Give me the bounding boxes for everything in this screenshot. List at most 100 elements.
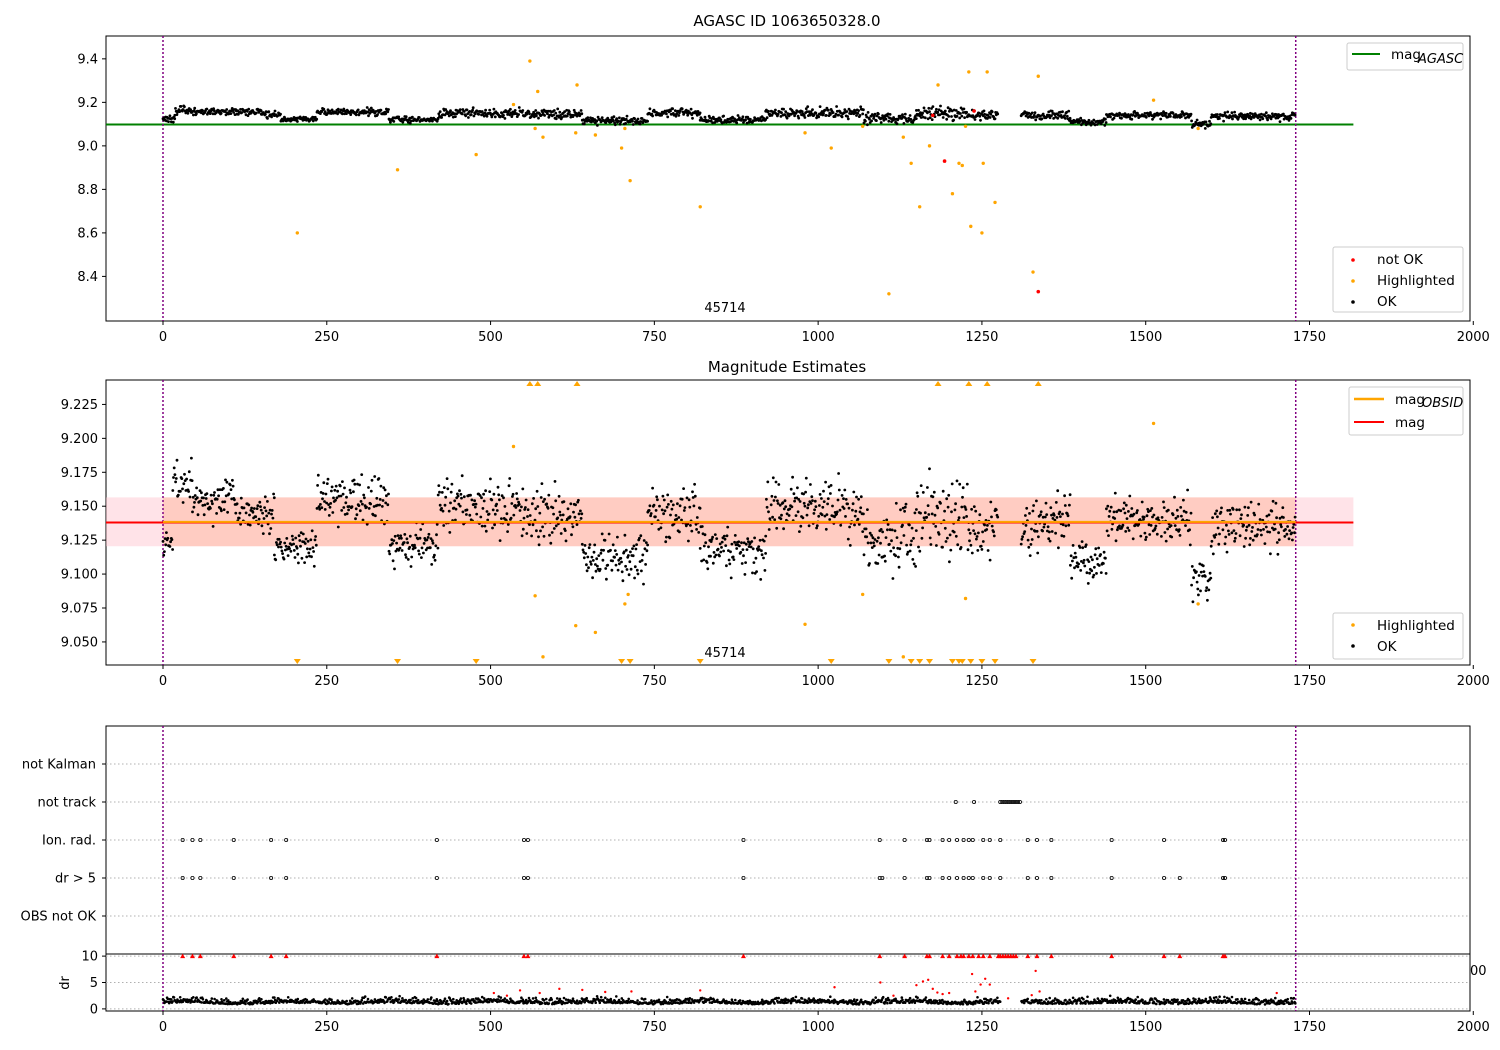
- ok-point: [536, 505, 540, 508]
- ok-point: [687, 539, 690, 543]
- ok-point: [553, 480, 557, 483]
- ok-point: [744, 542, 748, 546]
- ok-point: [1119, 509, 1123, 513]
- ok-point: [540, 482, 544, 485]
- ok-point: [809, 110, 813, 113]
- ok-point: [751, 547, 755, 551]
- ok-point: [635, 543, 638, 546]
- ok-point: [1104, 556, 1107, 560]
- ok-point: [894, 554, 897, 558]
- ok-point: [820, 513, 824, 517]
- ok-point: [517, 503, 521, 506]
- ok-point: [1124, 530, 1128, 533]
- ok-point: [824, 114, 828, 117]
- ok-point: [1291, 538, 1294, 542]
- ok-point: [462, 110, 466, 113]
- ok-point: [543, 114, 546, 117]
- highlighted-point: [969, 224, 973, 229]
- ok-point: [685, 496, 689, 500]
- ok-point: [1228, 508, 1232, 512]
- flag-point: [902, 876, 907, 881]
- ok-point: [676, 502, 679, 506]
- legend-label: OK: [1377, 294, 1398, 310]
- ok-point: [352, 490, 355, 494]
- ok-point: [1270, 509, 1274, 513]
- ok-point: [688, 505, 692, 509]
- flag-point: [1221, 838, 1226, 843]
- ok-point: [1247, 506, 1250, 510]
- ok-point: [1063, 114, 1066, 117]
- ok-point: [1068, 493, 1072, 497]
- dr-ok-point: [225, 997, 228, 1000]
- ok-point: [458, 108, 462, 112]
- ok-point: [974, 509, 978, 513]
- ok-point: [1248, 114, 1252, 118]
- ok-point: [1255, 533, 1259, 536]
- ok-point: [296, 552, 300, 556]
- legend-label: mag: [1395, 415, 1425, 431]
- ok-point: [467, 116, 470, 119]
- ok-point: [410, 555, 414, 559]
- ok-point: [267, 110, 271, 114]
- ok-point: [831, 504, 834, 508]
- dr-ok-point: [688, 997, 692, 1000]
- ok-point: [651, 114, 654, 118]
- ok-point: [446, 487, 450, 491]
- ok-point: [773, 518, 777, 522]
- plot-frame: [105, 35, 1471, 322]
- dr-ok-point: [509, 997, 512, 1000]
- ok-point: [894, 501, 898, 505]
- dr-ok-point: [615, 995, 618, 998]
- ok-point: [831, 111, 835, 114]
- ok-point: [205, 107, 209, 111]
- ok-point: [886, 528, 889, 532]
- dr-ok-point: [827, 999, 831, 1002]
- dr-ok-point: [1135, 1002, 1139, 1005]
- ok-point: [1061, 523, 1065, 527]
- dr-ok-point: [1185, 1001, 1188, 1005]
- ok-point: [559, 114, 562, 117]
- ok-point: [1257, 502, 1261, 506]
- ok-point: [983, 523, 986, 527]
- ok-point: [776, 112, 780, 116]
- legend-marker-highlighted: [1351, 623, 1355, 627]
- ok-point: [1029, 543, 1033, 546]
- ok-point: [665, 505, 669, 509]
- ok-point: [398, 546, 402, 550]
- ok-point: [490, 115, 494, 119]
- ok-point: [1260, 112, 1263, 116]
- ok-point: [629, 550, 632, 554]
- ok-point: [1132, 512, 1136, 516]
- ok-point: [332, 496, 335, 500]
- ok-point: [866, 123, 869, 127]
- clipped-high-marker: [934, 381, 942, 386]
- ok-point: [1291, 526, 1295, 529]
- ok-point: [611, 119, 615, 123]
- ok-point: [1127, 510, 1130, 513]
- ok-point: [631, 554, 635, 558]
- ok-point: [1058, 510, 1062, 514]
- ok-point: [310, 555, 313, 559]
- ok-point: [528, 523, 531, 526]
- ok-point: [862, 512, 865, 516]
- ok-point: [911, 558, 915, 561]
- ok-point: [675, 517, 679, 521]
- dr-ok-point: [575, 999, 579, 1002]
- legend-label: Highlighted: [1377, 273, 1455, 289]
- ok-point: [680, 518, 683, 522]
- ok-point: [873, 538, 877, 541]
- ok-point: [1264, 525, 1268, 529]
- ok-point: [222, 508, 226, 511]
- ok-point: [345, 112, 348, 115]
- ok-point: [341, 492, 345, 496]
- ok-point: [502, 114, 505, 117]
- dr-ok-point: [398, 994, 401, 998]
- ok-point: [336, 107, 340, 111]
- ok-point: [1204, 589, 1208, 592]
- dr-ok-point: [1148, 1001, 1151, 1005]
- ok-point: [165, 531, 168, 534]
- ok-point: [498, 539, 502, 542]
- ok-point: [402, 541, 406, 544]
- dr-ok-point: [383, 1001, 386, 1005]
- ok-point: [882, 118, 886, 122]
